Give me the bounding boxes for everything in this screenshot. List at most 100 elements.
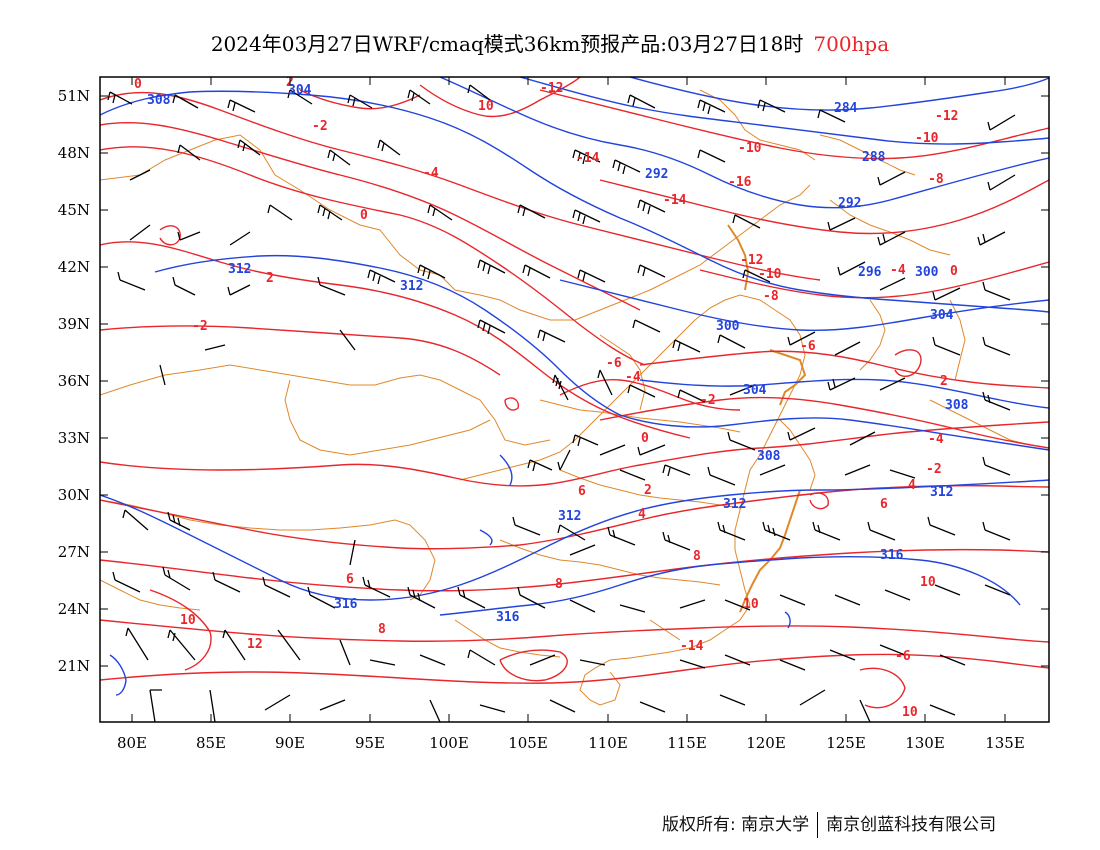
lat-tick-label: 39N: [58, 315, 90, 333]
coastline: [727, 224, 807, 613]
temp-label: -6: [800, 339, 816, 354]
lon-tick-label: 135E: [985, 734, 1025, 752]
footer-divider: [817, 812, 819, 838]
temp-label: -8: [763, 289, 779, 304]
longitude-axis: 80E 85E 90E 95E 100E 105E 110E 115E 120E…: [117, 77, 1025, 752]
temp-label: 6: [880, 497, 888, 512]
wind-barbs: [107, 84, 1016, 722]
height-label: 312: [400, 279, 423, 294]
map-title: 2024年03月27日WRF/cmaq模式36km预报产品:03月27日18时 7…: [0, 28, 1100, 57]
temp-label: -2: [192, 319, 208, 334]
footer-credits: 版权所有: 南京大学 南京创蓝科技有限公司: [662, 810, 996, 838]
title-pressure-level: 700hpa: [813, 32, 890, 56]
height-labels: 308 304 312 312 300 304 308 312 312 316 …: [147, 83, 969, 625]
temp-label: -16: [728, 175, 752, 190]
temp-label: -8: [928, 172, 944, 187]
height-label: 312: [930, 485, 953, 500]
temp-label: 10: [180, 613, 196, 628]
height-label: 304: [288, 83, 312, 98]
lat-tick-label: 27N: [58, 543, 90, 561]
lat-tick-label: 33N: [58, 429, 90, 447]
height-label: 284: [834, 101, 858, 116]
lat-tick-label: 48N: [58, 144, 90, 162]
height-contours: [100, 77, 1049, 696]
lon-tick-label: 120E: [746, 734, 786, 752]
lon-tick-label: 90E: [275, 734, 305, 752]
lat-tick-label: 42N: [58, 258, 90, 276]
lon-tick-label: 130E: [905, 734, 945, 752]
height-label: 308: [757, 449, 781, 464]
temp-label: -14: [680, 639, 704, 654]
temp-label: -2: [700, 393, 716, 408]
temp-label: 6: [578, 484, 586, 499]
temp-label: -6: [606, 356, 622, 371]
height-label: 312: [558, 509, 581, 524]
height-label: 292: [645, 167, 668, 182]
temp-label: 10: [902, 705, 918, 720]
lon-tick-label: 80E: [117, 734, 147, 752]
temp-label: -14: [576, 151, 600, 166]
lon-tick-label: 100E: [429, 734, 469, 752]
temp-label: -4: [928, 432, 944, 447]
height-label: 316: [880, 548, 904, 563]
height-label: 316: [334, 597, 358, 612]
height-label: 296: [858, 265, 882, 280]
temp-label: -12: [935, 109, 958, 124]
lat-tick-label: 21N: [58, 657, 90, 675]
temp-label: -2: [312, 119, 328, 134]
height-label: 312: [228, 262, 251, 277]
temp-label: 10: [743, 597, 759, 612]
temp-label: 10: [478, 99, 494, 114]
temp-label: -14: [663, 193, 687, 208]
map-background: [100, 77, 1049, 722]
height-label: 304: [743, 383, 767, 398]
temp-label: -4: [890, 263, 906, 278]
height-label: 304: [930, 308, 954, 323]
temp-label: -10: [738, 141, 762, 156]
lat-tick-label: 30N: [58, 486, 90, 504]
lon-tick-label: 95E: [355, 734, 385, 752]
temp-label: 2: [266, 271, 274, 286]
map-frame: [99, 76, 1050, 723]
lon-tick-label: 115E: [667, 734, 707, 752]
temp-label: 0: [360, 208, 368, 223]
temp-label: -4: [423, 166, 439, 181]
copyright-text: 版权所有: 南京大学: [662, 815, 810, 835]
temp-label: 0: [950, 264, 958, 279]
temp-label: -2: [926, 462, 942, 477]
lon-tick-label: 125E: [826, 734, 866, 752]
temp-label: -12: [740, 253, 763, 268]
temp-label: 2: [940, 374, 948, 389]
height-label: 300: [915, 265, 939, 280]
height-label: 300: [716, 319, 740, 334]
temp-label: 4: [638, 507, 646, 522]
title-main: 2024年03月27日WRF/cmaq模式36km预报产品:03月27日18时: [210, 32, 804, 56]
lat-tick-label: 51N: [58, 87, 90, 105]
temp-label: 4: [908, 478, 916, 493]
temp-label: -4: [625, 370, 641, 385]
temp-label: 8: [693, 549, 701, 564]
lon-tick-label: 105E: [508, 734, 548, 752]
height-label: 312: [723, 497, 746, 512]
temp-label: 0: [134, 77, 142, 92]
temp-label: 6: [346, 572, 354, 587]
geographic-boundaries: [100, 89, 1031, 706]
lat-tick-label: 45N: [58, 201, 90, 219]
temp-label: -10: [758, 267, 782, 282]
temp-label: 12: [247, 637, 263, 652]
lat-tick-label: 36N: [58, 372, 90, 390]
temp-label: 0: [641, 431, 649, 446]
lon-tick-label: 85E: [196, 734, 226, 752]
temperature-labels: 0 -2 -4 0 2 -2 -6 -4 -2 0 2 4 6 8 10 12 …: [134, 77, 958, 720]
temp-label: 10: [920, 575, 936, 590]
height-label: 308: [945, 398, 969, 413]
height-label: 292: [838, 196, 861, 211]
lon-tick-label: 110E: [588, 734, 628, 752]
company-name: 南京创蓝科技有限公司: [826, 815, 997, 835]
temp-label: -12: [540, 81, 563, 96]
height-label: 308: [147, 93, 171, 108]
temp-label: 2: [644, 483, 652, 498]
temp-label: -10: [915, 131, 939, 146]
height-label: 316: [496, 610, 520, 625]
